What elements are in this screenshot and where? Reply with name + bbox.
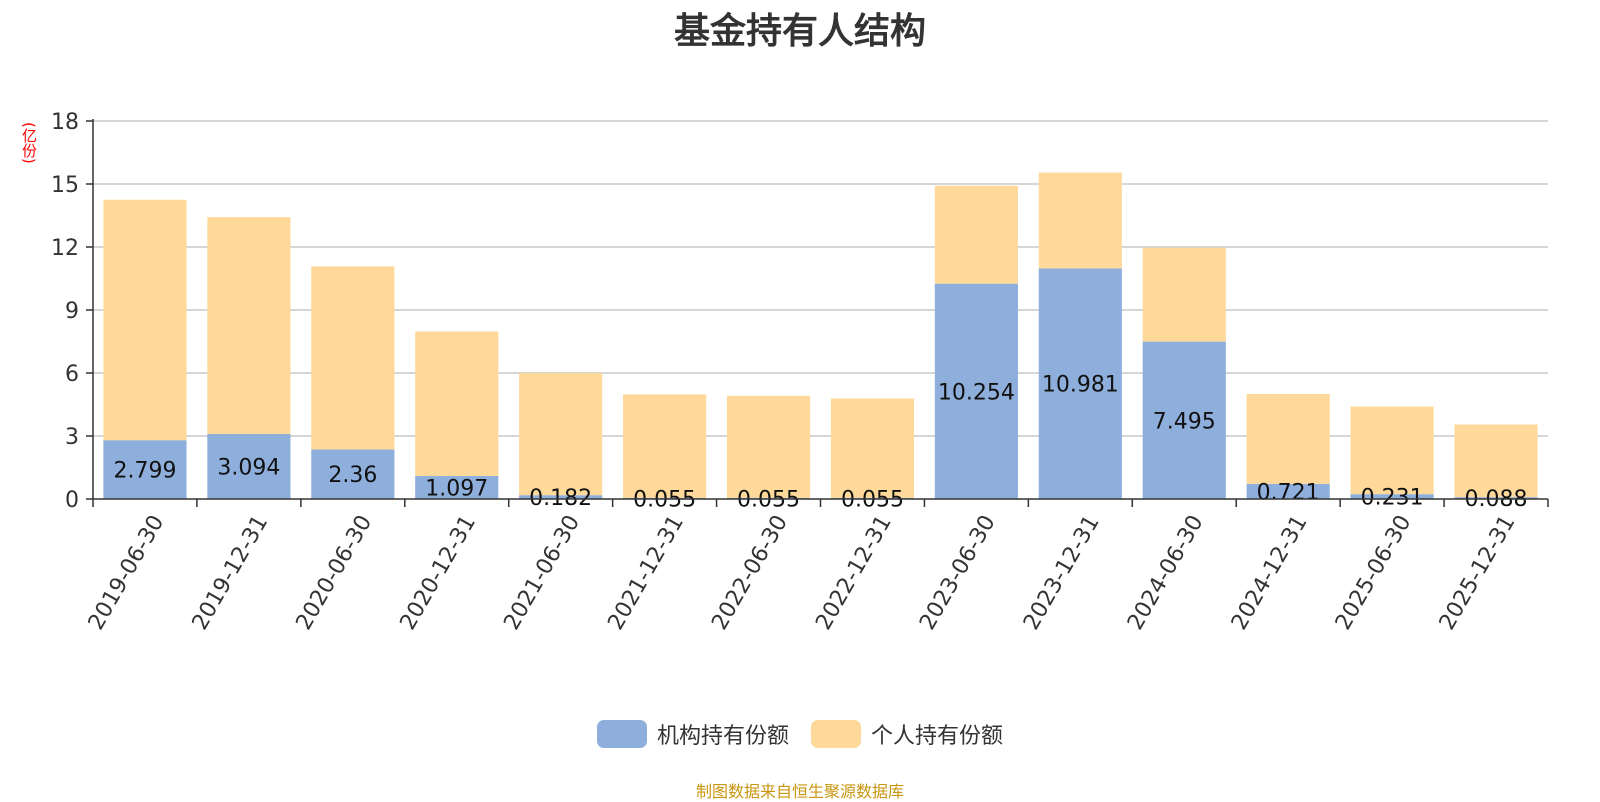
x-tick-label: 2025-06-30 xyxy=(1331,511,1417,634)
data-label-institutional: 1.097 xyxy=(425,476,488,501)
data-label-institutional: 7.495 xyxy=(1153,409,1216,434)
chart-title: 基金持有人结构 xyxy=(673,11,926,52)
legend-label-individual: 个人持有份额 xyxy=(871,724,1004,749)
bar-individual xyxy=(1246,393,1330,484)
legend-swatch-individual xyxy=(811,720,861,748)
x-tick-label: 2025-12-31 xyxy=(1435,511,1521,634)
data-label-institutional: 0.055 xyxy=(737,487,800,512)
bar-individual xyxy=(1038,172,1122,269)
x-tick-label: 2022-06-30 xyxy=(707,511,793,634)
x-tick-label: 2019-12-31 xyxy=(188,511,274,634)
bar-individual xyxy=(830,398,915,498)
bar-institutional xyxy=(1142,341,1226,499)
bar-individual xyxy=(1142,247,1226,342)
bar-institutional xyxy=(311,449,395,499)
x-tick-label: 2024-06-30 xyxy=(1123,511,1209,634)
legend: 机构持有份额 个人持有份额 xyxy=(0,718,1600,750)
y-tick-label: 3 xyxy=(65,425,79,450)
x-tick-label: 2021-06-30 xyxy=(499,511,585,634)
data-label-institutional: 2.36 xyxy=(328,463,377,488)
bar-individual xyxy=(726,395,811,498)
y-tick-label: 12 xyxy=(51,236,79,261)
bar-institutional xyxy=(1454,497,1538,499)
bar-individual xyxy=(207,217,291,435)
bar-institutional xyxy=(519,495,603,499)
x-tick-label: 2020-12-31 xyxy=(396,511,482,634)
bar-institutional xyxy=(415,475,499,499)
y-tick-label: 0 xyxy=(65,488,79,513)
y-tick-label: 18 xyxy=(51,110,79,135)
bar-institutional xyxy=(1350,494,1434,499)
data-label-institutional: 0.055 xyxy=(633,487,696,512)
x-tick-label: 2019-06-30 xyxy=(84,511,170,634)
bar-institutional xyxy=(1038,268,1122,499)
y-axis-unit-label: (亿份) xyxy=(20,122,38,164)
bar-individual xyxy=(519,372,603,496)
legend-item-individual[interactable]: 个人持有份额 xyxy=(811,718,1003,750)
bar-individual xyxy=(1454,424,1538,498)
legend-label-institutional: 机构持有份额 xyxy=(656,724,789,749)
bar-individual xyxy=(623,394,707,498)
bar-institutional xyxy=(103,440,187,499)
data-label-institutional: 10.981 xyxy=(1042,373,1119,398)
bar-institutional xyxy=(934,283,1018,499)
x-tick-label: 2021-12-31 xyxy=(603,511,689,634)
bar-individual xyxy=(311,266,395,450)
legend-item-institutional[interactable]: 机构持有份额 xyxy=(596,718,789,750)
data-label-institutional: 0.231 xyxy=(1361,486,1424,511)
bar-individual xyxy=(1350,406,1434,495)
bar-institutional xyxy=(207,434,291,499)
data-source-note: 制图数据来自恒生聚源数据库 xyxy=(695,782,904,801)
bar-individual xyxy=(934,185,1018,284)
data-label-institutional: 0.721 xyxy=(1257,480,1320,505)
y-tick-label: 9 xyxy=(65,299,79,324)
data-label-institutional: 2.799 xyxy=(113,459,176,484)
data-label-institutional: 10.254 xyxy=(938,380,1015,405)
bar-individual xyxy=(415,331,499,476)
x-tick-label: 2022-12-31 xyxy=(811,511,897,634)
y-tick-label: 15 xyxy=(51,173,79,198)
data-label-institutional: 3.094 xyxy=(217,456,280,481)
data-label-institutional: 0.055 xyxy=(841,487,904,512)
x-tick-label: 2020-06-30 xyxy=(292,511,378,634)
x-tick-label: 2024-12-31 xyxy=(1227,511,1313,634)
bar-institutional xyxy=(1246,483,1330,499)
y-tick-label: 6 xyxy=(65,362,79,387)
bar-individual xyxy=(103,199,187,441)
x-tick-label: 2023-06-30 xyxy=(915,511,1001,634)
legend-swatch-institutional xyxy=(596,720,647,748)
x-tick-label: 2023-12-31 xyxy=(1019,511,1105,634)
